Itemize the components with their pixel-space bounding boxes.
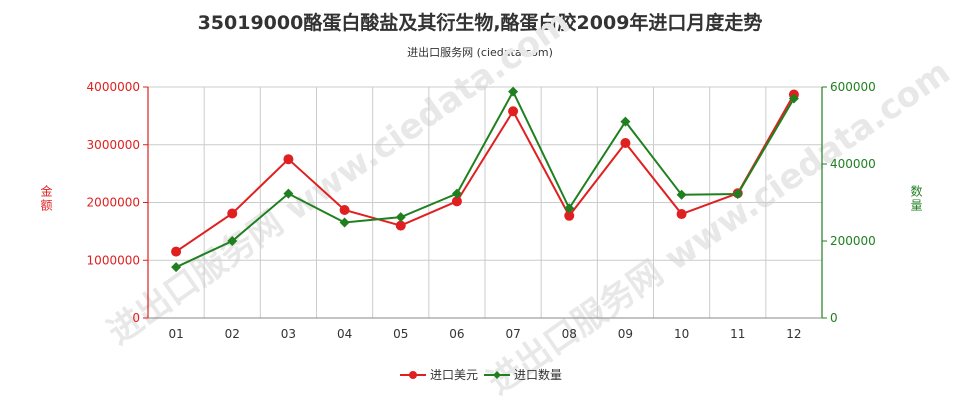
data-point <box>620 138 631 149</box>
x-tick-label: 05 <box>393 327 408 341</box>
data-point <box>676 209 687 220</box>
data-point <box>283 188 294 199</box>
y-left-tick-label: 3000000 <box>87 138 140 152</box>
data-point <box>451 196 462 207</box>
x-tick-label: 01 <box>168 327 183 341</box>
x-tick-label: 11 <box>730 327 745 341</box>
series-line-quantity <box>175 89 795 269</box>
data-point <box>395 212 406 223</box>
data-point <box>508 106 519 117</box>
x-tick-label: 10 <box>674 327 689 341</box>
data-point <box>676 189 687 200</box>
legend-marker <box>409 371 417 379</box>
chart-title: 35019000酪蛋白酸盐及其衍生物,酪蛋白胶2009年进口月度走势 <box>197 12 763 34</box>
legend-label: 进口美元 <box>430 368 478 382</box>
data-point <box>227 236 238 246</box>
series-line-amount <box>175 94 795 253</box>
y-right-tick-label: 0 <box>830 311 838 325</box>
data-point <box>788 93 799 104</box>
data-point <box>339 217 350 228</box>
y-axis-left-label: 金额 <box>39 185 53 213</box>
x-tick-label: 02 <box>225 327 240 341</box>
x-tick-label: 08 <box>562 327 577 341</box>
data-point <box>451 188 462 199</box>
data-point <box>508 86 519 97</box>
legend-marker <box>493 371 501 379</box>
y-left-tick-label: 1000000 <box>87 253 140 267</box>
data-point <box>339 205 350 216</box>
y-right-tick-label: 400000 <box>830 157 876 171</box>
data-point <box>227 208 238 219</box>
legend-label: 进口数量 <box>514 367 562 382</box>
data-point <box>732 189 743 200</box>
y-right-tick-label: 200000 <box>830 234 876 248</box>
y-left-tick-label: 0 <box>132 311 140 325</box>
x-tick-label: 03 <box>281 327 296 341</box>
data-point <box>171 262 182 273</box>
data-point <box>564 210 575 221</box>
y-right-tick-label: 600000 <box>830 80 876 94</box>
x-tick-label: 09 <box>618 327 633 341</box>
x-tick-label: 07 <box>505 327 520 341</box>
x-tick-label: 12 <box>786 327 801 341</box>
data-point <box>283 154 294 165</box>
y-axis-right-label: 数量 <box>909 185 923 213</box>
data-point <box>620 116 631 127</box>
x-tick-label: 04 <box>337 327 352 341</box>
chart-subtitle: 进出口服务网 (ciedata.com) <box>407 46 553 59</box>
data-point <box>395 220 406 231</box>
y-left-tick-label: 4000000 <box>87 80 140 94</box>
data-point <box>171 246 182 257</box>
data-point <box>564 203 575 214</box>
x-tick-label: 06 <box>449 327 464 341</box>
y-left-tick-label: 2000000 <box>87 196 140 210</box>
